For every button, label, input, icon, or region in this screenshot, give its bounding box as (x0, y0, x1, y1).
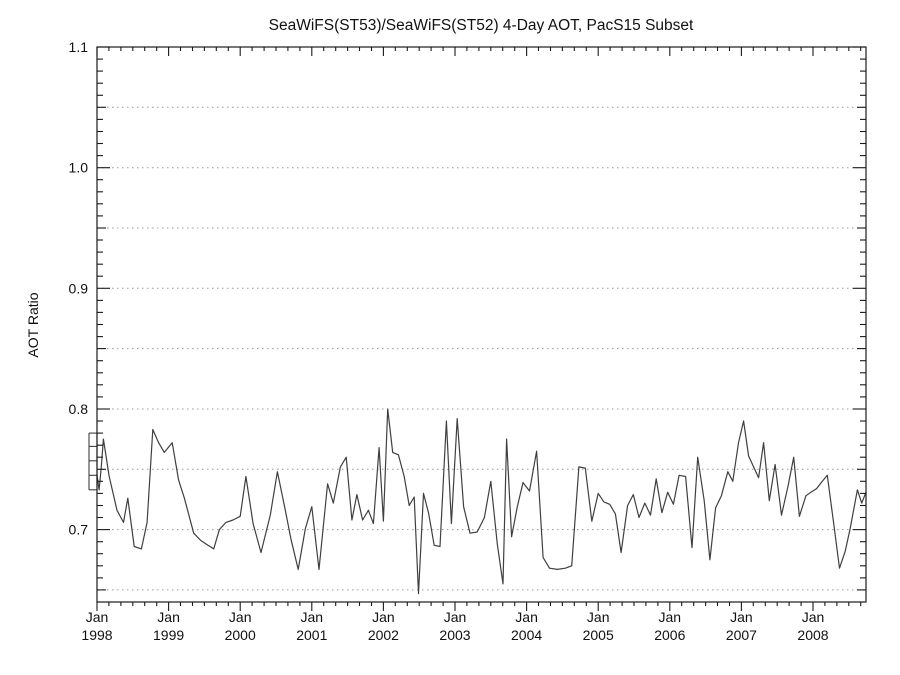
x-tick-label-month: Jan (730, 609, 753, 625)
x-tick-label-year: 2004 (511, 627, 542, 643)
x-tick-label-year: 2000 (225, 627, 256, 643)
y-tick-label: 1.1 (69, 39, 89, 55)
x-tick-label-month: Jan (86, 609, 109, 625)
x-tick-label-month: Jan (587, 609, 610, 625)
axis-ticks (96, 46, 866, 611)
aot-ratio-line (96, 408, 867, 595)
x-tick-label-month: Jan (515, 609, 538, 625)
x-tick-label-year: 2002 (368, 627, 399, 643)
x-tick-label-month: Jan (802, 609, 825, 625)
x-tick-label-year: 2008 (797, 627, 828, 643)
y-axis-title: AOT Ratio (25, 292, 41, 357)
x-tick-label-month: Jan (372, 609, 395, 625)
start-error-bars (88, 432, 98, 491)
x-tick-label-month: Jan (157, 609, 180, 625)
x-tick-label-year: 1998 (81, 627, 112, 643)
x-tick-label-year: 2005 (583, 627, 614, 643)
x-tick-label-month: Jan (301, 609, 324, 625)
x-tick-label-month: Jan (229, 609, 252, 625)
data-series (88, 408, 867, 595)
x-tick-label-month: Jan (659, 609, 682, 625)
gridlines (97, 106, 866, 591)
x-tick-label-month: Jan (444, 609, 467, 625)
axis-tick-labels: 0.7 0.8 0.9 1.0 1.1 Jan 1998 Jan 1999 Jan 2000 Jan 2… (69, 39, 829, 643)
x-tick-label-year: 2001 (296, 627, 327, 643)
x-tick-label-year: 2007 (726, 627, 757, 643)
y-tick-label: 1.0 (69, 160, 89, 176)
x-tick-label-year: 2006 (654, 627, 685, 643)
x-tick-label-year: 1999 (153, 627, 184, 643)
y-tick-label: 0.7 (69, 522, 89, 538)
x-tick-label-year: 2003 (439, 627, 470, 643)
chart-title: SeaWiFS(ST53)/SeaWiFS(ST52) 4-Day AOT, P… (269, 17, 694, 34)
y-tick-label: 0.8 (69, 401, 89, 417)
plot-frame (96, 46, 867, 603)
y-tick-label: 0.9 (69, 280, 89, 296)
